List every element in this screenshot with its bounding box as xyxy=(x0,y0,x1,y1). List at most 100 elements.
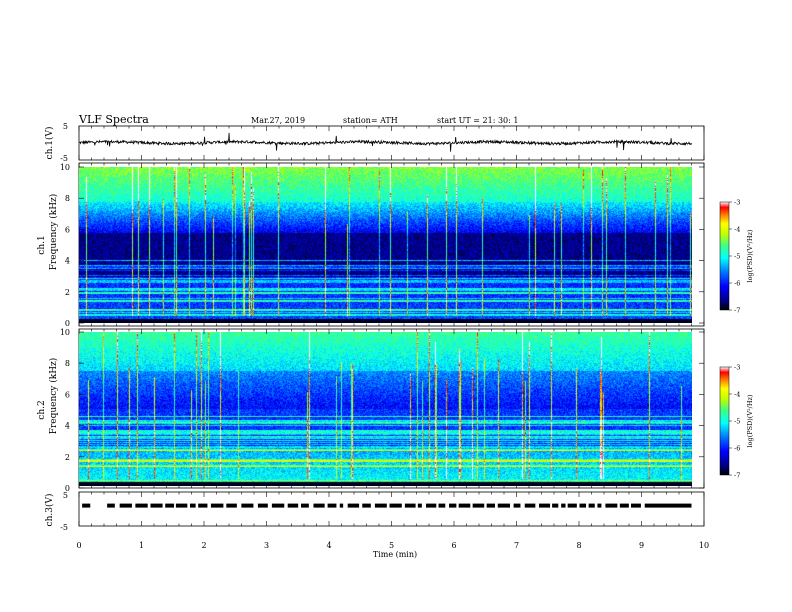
x-axis-tick-labels: 0 1 2 3 4 5 6 7 8 9 10 xyxy=(76,541,709,550)
ch3-trace-segment xyxy=(165,503,175,508)
x-axis-tick-label: 9 xyxy=(639,541,644,550)
x-axis-tick-label: 3 xyxy=(264,541,269,550)
ch3-waveform-trace xyxy=(82,503,692,508)
ch3-trace-segment xyxy=(226,503,237,508)
ch3-trace-segment xyxy=(287,503,299,508)
ch3-trace-segment xyxy=(347,503,360,508)
ch2-colorbar-tick-label: -3 xyxy=(734,364,740,372)
ch3-trace-segment xyxy=(339,503,344,508)
ch2-spectrogram-ytick-label: 8 xyxy=(65,359,70,368)
ch3-trace-segment xyxy=(438,503,446,508)
ch3-trace-segment xyxy=(257,503,268,508)
ch3-trace-segment xyxy=(271,503,285,508)
figure-title: VLF Spectra xyxy=(78,113,149,126)
x-axis-tick-label: 7 xyxy=(514,541,519,550)
ch2-spectrogram-ytick-label: 2 xyxy=(65,453,70,462)
ch2-colorbar-gradient xyxy=(719,366,730,476)
ch1-colorbar-tick-label: -4 xyxy=(734,226,740,234)
ch3-trace-segment xyxy=(374,503,387,508)
ch2-spectrogram-ylabel-ch: ch.2 xyxy=(37,400,47,419)
ch3-trace-segment xyxy=(327,503,337,508)
ch3-ytick-top: 5 xyxy=(63,491,68,500)
ch3-trace-segment xyxy=(189,503,196,508)
ch3-trace-segment xyxy=(497,503,510,508)
ch1-colorbar-tick-label: -3 xyxy=(734,199,740,207)
ch3-trace-segment xyxy=(313,503,325,508)
ch3-trace-segment xyxy=(605,503,618,508)
ch3-trace-segment xyxy=(539,503,551,508)
ch3-trace-segment xyxy=(579,503,587,508)
x-axis-tick-label: 1 xyxy=(139,541,144,550)
ch3-trace-segment xyxy=(644,503,692,508)
ch1-waveform-ylabel: ch.1(V) xyxy=(44,127,55,160)
ch1-spectrogram-image xyxy=(79,167,692,323)
ch3-waveform-frame xyxy=(78,491,705,527)
ch3-trace-segment xyxy=(135,503,148,508)
ch3-waveform-ticks xyxy=(78,492,705,526)
ch3-trace-segment xyxy=(426,503,437,508)
ch1-spectrogram-yticks: 0 2 4 6 8 10 xyxy=(60,163,704,328)
x-axis-tick-label: 10 xyxy=(699,541,709,550)
ch1-spectrogram-ytick-label: 2 xyxy=(65,288,70,297)
ch3-trace-segment xyxy=(513,503,521,508)
ch2-colorbar-tick-label: -6 xyxy=(734,445,740,453)
ch3-trace-segment xyxy=(588,503,595,508)
start-time-label: start UT = 21: 30: 1 xyxy=(437,116,518,125)
ch2-colorbar-tick-label: -4 xyxy=(734,391,740,399)
ch2-spectrogram-yticks: 0 2 4 6 8 10 xyxy=(60,328,704,493)
ch3-trace-segment xyxy=(107,503,115,508)
ch3-trace-segment xyxy=(175,503,188,508)
ch3-trace-segment xyxy=(119,503,132,508)
x-axis-tick-label: 6 xyxy=(451,541,456,550)
ch3-trace-segment xyxy=(82,503,91,508)
x-axis-tick-label: 0 xyxy=(76,541,81,550)
ch2-colorbar: -3 -4 -5 -6 -7 log(PSD)(V²/Hz) xyxy=(719,364,754,480)
x-axis-tick-label: 2 xyxy=(201,541,206,550)
x-axis-tick-label: 8 xyxy=(576,541,581,550)
date-label: Mar.27, 2019 xyxy=(251,116,305,125)
ch3-trace-segment xyxy=(150,503,163,508)
ch3-trace-segment xyxy=(449,503,457,508)
ch1-waveform-ticks xyxy=(78,126,705,160)
x-axis-label: Time (min) xyxy=(373,550,417,559)
ch1-spectrogram-ylabel-freq: Frequency (kHz) xyxy=(48,194,59,271)
ch1-spectrogram-ytick-label: 4 xyxy=(65,257,70,266)
ch3-trace-segment xyxy=(472,503,485,508)
ch3-trace-segment xyxy=(198,503,208,508)
ch1-ytick-bottom: -5 xyxy=(60,154,68,163)
ch1-colorbar-tick-label: -6 xyxy=(734,280,740,288)
ch2-colorbar-tick-label: -7 xyxy=(734,472,740,480)
ch3-waveform-panel: 5 -5 ch.3(V) xyxy=(44,491,705,532)
ch1-colorbar-label: log(PSD)(V²/Hz) xyxy=(746,229,754,282)
ch3-trace-segment xyxy=(619,503,629,508)
ch2-spectrogram-ytick-label: 4 xyxy=(65,422,70,431)
ch2-spectrogram-panel: 0 2 4 6 8 10 ch.2 Frequency (kHz) xyxy=(37,328,705,493)
ch3-trace-segment xyxy=(524,503,536,508)
ch1-colorbar-tick-label: -7 xyxy=(734,307,740,315)
ch3-trace-segment xyxy=(241,503,254,508)
ch2-spectrogram-image xyxy=(79,332,692,486)
ch1-spectrogram-ytick-label: 10 xyxy=(60,163,70,172)
ch2-colorbar-ticks: -3 -4 -5 -6 -7 xyxy=(729,364,740,480)
ch1-colorbar-gradient xyxy=(719,201,730,311)
ch1-colorbar-ticks: -3 -4 -5 -6 -7 xyxy=(729,199,740,315)
ch2-colorbar-label: log(PSD)(V²/Hz) xyxy=(746,394,754,447)
ch3-trace-segment xyxy=(301,503,309,508)
ch3-trace-segment xyxy=(389,503,402,508)
ch3-trace-segment xyxy=(561,503,566,508)
ch2-colorbar-tick-label: -5 xyxy=(734,418,740,426)
ch1-spectrogram-ylabel-ch: ch.1 xyxy=(37,235,47,254)
ch2-spectrogram-ytick-label: 6 xyxy=(65,390,70,399)
ch1-colorbar-tick-label: -5 xyxy=(734,253,740,261)
ch3-trace-segment xyxy=(210,503,224,508)
ch1-waveform-panel: 5 -5 ch.1(V) xyxy=(44,122,705,163)
ch1-spectrogram-ytick-label: 8 xyxy=(65,194,70,203)
ch2-spectrogram-ylabel-freq: Frequency (kHz) xyxy=(48,358,59,435)
ch3-waveform-ylabel: ch.3(V) xyxy=(44,494,55,527)
ch3-trace-segment xyxy=(404,503,416,508)
ch3-trace-segment xyxy=(486,503,495,508)
ch1-colorbar: -3 -4 -5 -6 -7 log(PSD)(V²/Hz) xyxy=(719,199,754,315)
ch3-trace-segment xyxy=(458,503,471,508)
ch3-trace-segment xyxy=(362,503,371,508)
